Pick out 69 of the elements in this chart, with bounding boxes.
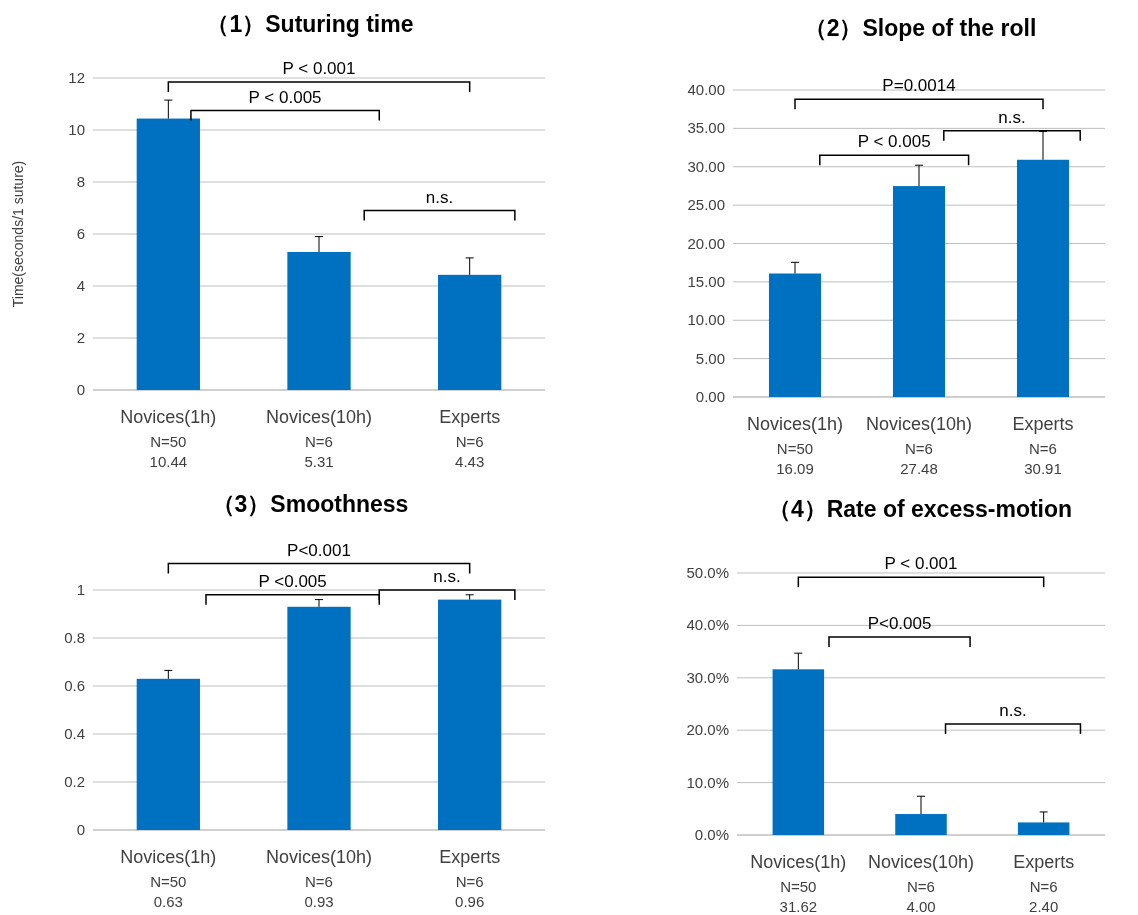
y-tick-label: 0 [76, 381, 85, 398]
y-tick-label: 6 [76, 225, 85, 242]
y-tick-label: 0 [76, 821, 85, 838]
data-label: 0.63 [153, 893, 183, 910]
y-tick-label: 0.4 [64, 725, 85, 742]
y-tick-label: 10.0% [686, 773, 729, 791]
chart-title: （2）Slope of the roll [803, 15, 1037, 41]
y-tick-label: 40.0% [686, 616, 729, 634]
annotation: P <0.005 [258, 571, 327, 591]
annotation: n.s. [998, 107, 1026, 127]
data-label: 5.31 [304, 453, 334, 470]
data-label: 16.09 [776, 460, 814, 477]
data-label: 2.40 [1029, 898, 1059, 915]
y-tick-label: 4 [76, 277, 85, 294]
x-tick-label: Novices(10h) N=6 [867, 852, 975, 895]
y-tick-label: 0.8 [64, 629, 85, 646]
annotation: n.s. [999, 700, 1027, 720]
x-tick-label: Novices(1h) N=50 [120, 407, 217, 450]
chart-title: （1）Suturing time [206, 11, 414, 37]
x-tick-label: Novices(10h) N=6 [265, 407, 373, 450]
data-label: 0.93 [304, 893, 334, 910]
annotation: P=0.0014 [882, 76, 956, 96]
y-tick-label: 0.0% [694, 826, 729, 843]
data-label: 10.44 [149, 453, 188, 470]
y-tick-label: 1 [76, 581, 85, 598]
y-tick-label: 30.0% [686, 668, 729, 686]
text: P < 0.001 [282, 58, 356, 78]
x-tick-label: Novices(1h) N=50 [750, 852, 847, 895]
annotation: P < 0.005 [248, 87, 322, 107]
x-tick-label: Experts N=6 [439, 407, 501, 450]
text: n.s. [433, 567, 461, 586]
x-tick-label: Novices(1h) N=50 [120, 847, 217, 890]
data-label: 27.48 [900, 460, 938, 477]
x-tick-label: Experts N=6 [1012, 414, 1074, 457]
data-label: 30.91 [1024, 460, 1062, 477]
y-tick-label: 35.00 [687, 119, 725, 137]
x-tick-label: Experts N=6 [1013, 852, 1075, 895]
y-tick-label: 10 [68, 121, 85, 138]
x-tick-label: Novices(10h) N=6 [265, 847, 373, 890]
y-tick-label: 10.00 [687, 311, 725, 329]
y-tick-label: 8 [76, 173, 85, 190]
y-tick-label: 30.00 [687, 157, 725, 175]
y-tick-label: 2 [76, 329, 85, 346]
data-label: 4.00 [906, 898, 936, 915]
y-tick-label: 5.00 [695, 349, 725, 367]
x-tick-label: Novices(10h) N=6 [865, 414, 973, 457]
y-tick-label: 0.2 [64, 773, 85, 790]
y-axis-title: Time(seconds/1 suture) [10, 160, 26, 308]
y-tick-label: 15.00 [687, 272, 725, 290]
annotation: n.s. [425, 187, 454, 207]
data-label: 31.62 [779, 898, 818, 915]
annotation: P < 0.005 [857, 132, 931, 152]
y-tick-label: 40.00 [687, 81, 725, 98]
y-tick-label: 20.00 [687, 234, 725, 252]
x-tick-label: Novices(1h) N=50 [746, 414, 844, 457]
y-tick-label: 50.0% [686, 564, 729, 581]
x-tick-label: Experts N=6 [439, 847, 501, 890]
annotation: P<0.005 [867, 613, 932, 633]
y-tick-label: 12 [68, 69, 85, 86]
data-label: 4.43 [455, 453, 485, 470]
y-tick-label: 0.00 [695, 388, 725, 405]
y-tick-label: 25.00 [687, 196, 725, 214]
chart-title: （3）Smoothness [211, 491, 409, 517]
text: P<0.001 [287, 540, 351, 560]
y-tick-label: 20.0% [686, 721, 729, 739]
chart-title: （4）Rate of excess-motion [767, 496, 1073, 522]
data-label: 0.96 [455, 893, 485, 910]
y-tick-label: 0.6 [64, 677, 85, 694]
annotation: P < 0.001 [884, 554, 958, 574]
